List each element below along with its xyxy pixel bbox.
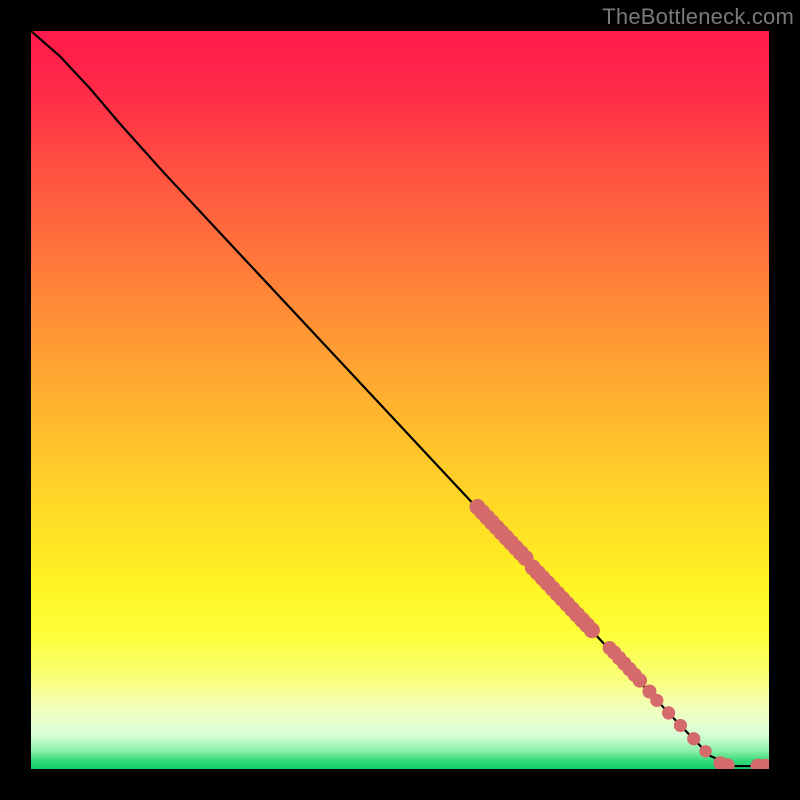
scatter-point xyxy=(687,732,700,745)
plot-area xyxy=(31,31,769,769)
scatter-point xyxy=(662,706,675,719)
chart-frame: TheBottleneck.com xyxy=(0,0,800,800)
line-series xyxy=(31,31,769,766)
scatter-point xyxy=(699,745,711,757)
scatter-point xyxy=(674,719,687,732)
scatter-point xyxy=(633,673,647,687)
scatter-point xyxy=(650,694,663,707)
chart-overlay xyxy=(31,31,769,769)
scatter-series xyxy=(469,499,769,769)
watermark-text: TheBottleneck.com xyxy=(602,4,794,30)
scatter-point xyxy=(584,622,600,638)
